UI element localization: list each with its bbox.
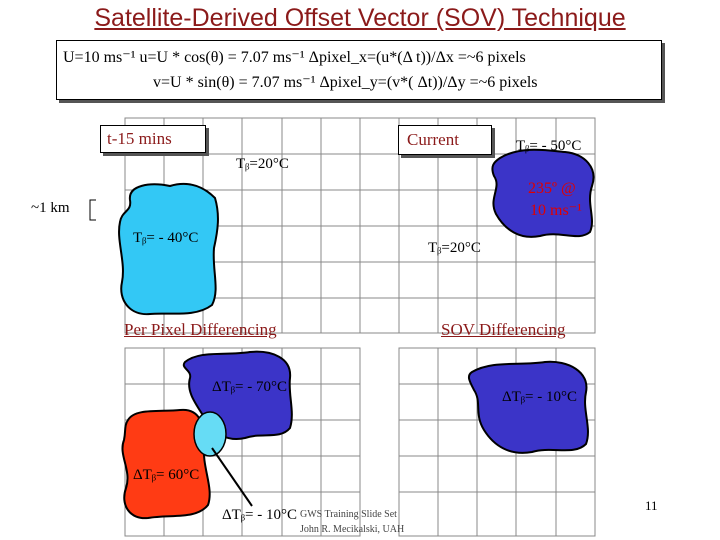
current-cloud-blob <box>491 148 595 238</box>
scale-label: ~1 km <box>31 200 70 216</box>
footer-credit-2: John R. Mecikalski, UAH <box>300 524 405 535</box>
ppd-pointer-line <box>211 447 253 507</box>
current-time-label: Current <box>398 125 492 155</box>
page-number: 11 <box>645 498 658 513</box>
tb-current-label: Tᵦ= - 50°C <box>516 138 582 154</box>
delta-minus10-left-label: ΔTᵦ= - 10°C <box>222 507 297 523</box>
equation-line-1: U=10 ms⁻¹ u=U * cos(θ) = 7.07 ms⁻¹ Δpixe… <box>63 49 526 66</box>
equation-line-2: v=U * sin(θ) = 7.07 ms⁻¹ Δpixel_y=(v*( Δ… <box>153 74 538 91</box>
past-time-label: t-15 mins <box>100 125 206 153</box>
scale-bracket <box>89 199 96 221</box>
motion-vector-label-2: 10 ms⁻¹ <box>530 202 582 219</box>
ppd-section-title: Per Pixel Differencing <box>124 320 277 339</box>
ppd-warm-blob <box>121 408 211 520</box>
tb-mid-label: Tᵦ=20°C <box>236 156 289 172</box>
footer-credit-1: GWS Training Slide Set <box>300 509 397 520</box>
motion-vector-label-1: 235º @ <box>528 180 576 197</box>
tb-right-label: Tᵦ=20°C <box>428 240 481 256</box>
past-cloud-blob <box>118 182 219 316</box>
equation-box: U=10 ms⁻¹ u=U * cos(θ) = 7.07 ms⁻¹ Δpixe… <box>56 40 662 100</box>
slide-title: Satellite-Derived Offset Vector (SOV) Te… <box>94 4 626 32</box>
sov-blob <box>467 360 589 454</box>
tb-past-label: Tᵦ= - 40°C <box>133 230 199 246</box>
sov-section-title: SOV Differencing <box>441 320 566 339</box>
ppd-overlap-blob <box>193 411 227 457</box>
delta-60-label: ΔTᵦ= 60°C <box>133 467 200 483</box>
delta-minus70-label: ΔTᵦ= - 70°C <box>212 379 287 395</box>
delta-minus10-right-label: ΔTᵦ= - 10°C <box>502 389 577 405</box>
